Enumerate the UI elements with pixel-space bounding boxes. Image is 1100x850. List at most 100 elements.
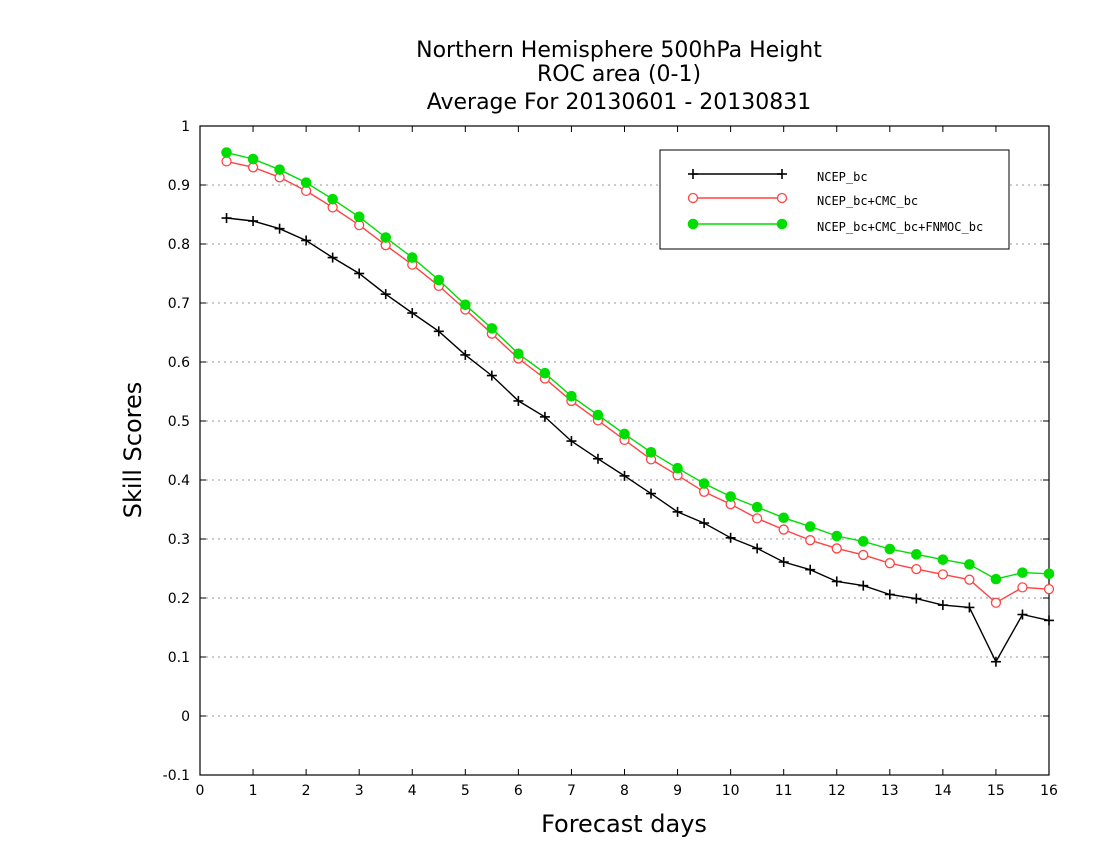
data-point	[513, 395, 524, 406]
y-tick-label: 0.1	[168, 650, 190, 666]
x-tick-label: 16	[1040, 783, 1058, 799]
x-tick-label: 8	[620, 783, 629, 799]
x-tick-label: 0	[196, 783, 205, 799]
legend-label-ncep: NCEP_bc	[817, 170, 868, 184]
data-point	[274, 164, 285, 175]
data-point	[592, 409, 604, 421]
data-point	[725, 491, 736, 502]
data-point	[911, 563, 922, 575]
data-point	[1043, 568, 1055, 580]
data-point	[911, 593, 922, 604]
x-tick-label: 1	[249, 783, 258, 799]
data-point	[407, 308, 418, 319]
data-point	[752, 513, 763, 524]
data-point	[645, 446, 657, 458]
data-point	[1044, 615, 1054, 626]
data-point	[221, 156, 232, 167]
data-point	[486, 370, 497, 381]
data-point	[964, 602, 975, 613]
data-point	[513, 348, 524, 360]
x-tick-label: 13	[881, 783, 899, 799]
data-point	[937, 554, 949, 565]
data-point	[937, 600, 948, 611]
data-point	[327, 252, 338, 263]
data-point	[937, 569, 949, 580]
y-tick-label: 0.8	[168, 237, 190, 253]
data-point	[433, 274, 445, 286]
x-tick-label: 15	[987, 783, 1005, 799]
data-point	[592, 453, 603, 464]
data-point	[699, 518, 710, 529]
data-point	[221, 147, 232, 158]
legend-marker	[776, 218, 788, 230]
x-tick-label: 10	[722, 783, 740, 799]
data-point	[566, 390, 577, 402]
legend-marker	[688, 169, 698, 179]
data-point	[1017, 567, 1028, 578]
data-point	[354, 268, 365, 279]
x-tick-label: 5	[461, 783, 470, 799]
data-point	[327, 193, 338, 205]
chart-period: Average For 20130601 - 20130831	[427, 90, 812, 115]
series-0	[221, 213, 1054, 667]
data-point	[380, 232, 392, 243]
legend-label-ncep-cmc: NCEP_bc+CMC_bc	[817, 194, 918, 208]
data-point	[300, 177, 312, 188]
data-point	[778, 512, 789, 524]
x-tick-label: 3	[355, 783, 364, 799]
series-line	[226, 217, 1050, 664]
data-point	[406, 252, 418, 263]
legend-label-ncep-cmc-fnmoc: NCEP_bc+CMC_bc+FNMOC_bc	[817, 220, 983, 234]
x-tick-label: 11	[775, 783, 793, 799]
data-point	[301, 235, 312, 246]
data-point	[672, 462, 683, 474]
data-point	[247, 153, 259, 165]
data-point	[619, 470, 630, 481]
data-point	[1017, 582, 1028, 593]
data-point	[805, 535, 816, 546]
data-point	[990, 656, 1001, 667]
data-point	[831, 543, 842, 554]
data-point	[619, 428, 630, 440]
x-axis: 0 1 2 3 4 5 6 7 8 9 10 11 12 13 14 15 16	[196, 126, 1058, 799]
y-tick-label: 0.9	[168, 178, 190, 194]
y-tick-label: 0.5	[168, 414, 190, 430]
data-point	[831, 576, 842, 587]
data-point	[566, 436, 577, 447]
data-point	[460, 299, 471, 311]
data-point	[646, 488, 657, 499]
gridlines	[200, 184, 1049, 717]
legend-marker	[687, 218, 699, 230]
y-tick-label: -0.1	[163, 768, 190, 784]
chart-subtitle: ROC area (0-1)	[537, 62, 701, 87]
data-point	[884, 589, 895, 600]
data-point	[858, 580, 869, 591]
y-axis-label: Skill Scores	[119, 382, 147, 519]
legend-marker	[777, 169, 787, 179]
data-point	[964, 559, 975, 570]
x-tick-label: 2	[302, 783, 311, 799]
y-tick-label: 0.7	[168, 296, 190, 312]
y-tick-label: 0.6	[168, 355, 190, 371]
data-point	[486, 323, 498, 334]
x-tick-label: 14	[934, 783, 952, 799]
data-point	[751, 501, 763, 513]
y-tick-label: 1	[181, 119, 190, 135]
legend-marker	[776, 192, 788, 204]
data-point	[778, 557, 789, 568]
data-point	[248, 215, 259, 226]
data-point	[990, 597, 1002, 608]
y-tick-label: 0.2	[168, 591, 190, 607]
x-axis-label: Forecast days	[541, 810, 707, 838]
data-point	[539, 411, 550, 422]
data-point	[778, 524, 789, 535]
data-point	[990, 573, 1002, 585]
y-tick-label: 0.3	[168, 532, 190, 548]
data-point	[353, 211, 365, 223]
data-point	[831, 530, 843, 542]
data-point	[380, 289, 391, 300]
x-tick-label: 12	[828, 783, 846, 799]
data-point	[857, 536, 869, 547]
legend-box	[659, 149, 1010, 250]
